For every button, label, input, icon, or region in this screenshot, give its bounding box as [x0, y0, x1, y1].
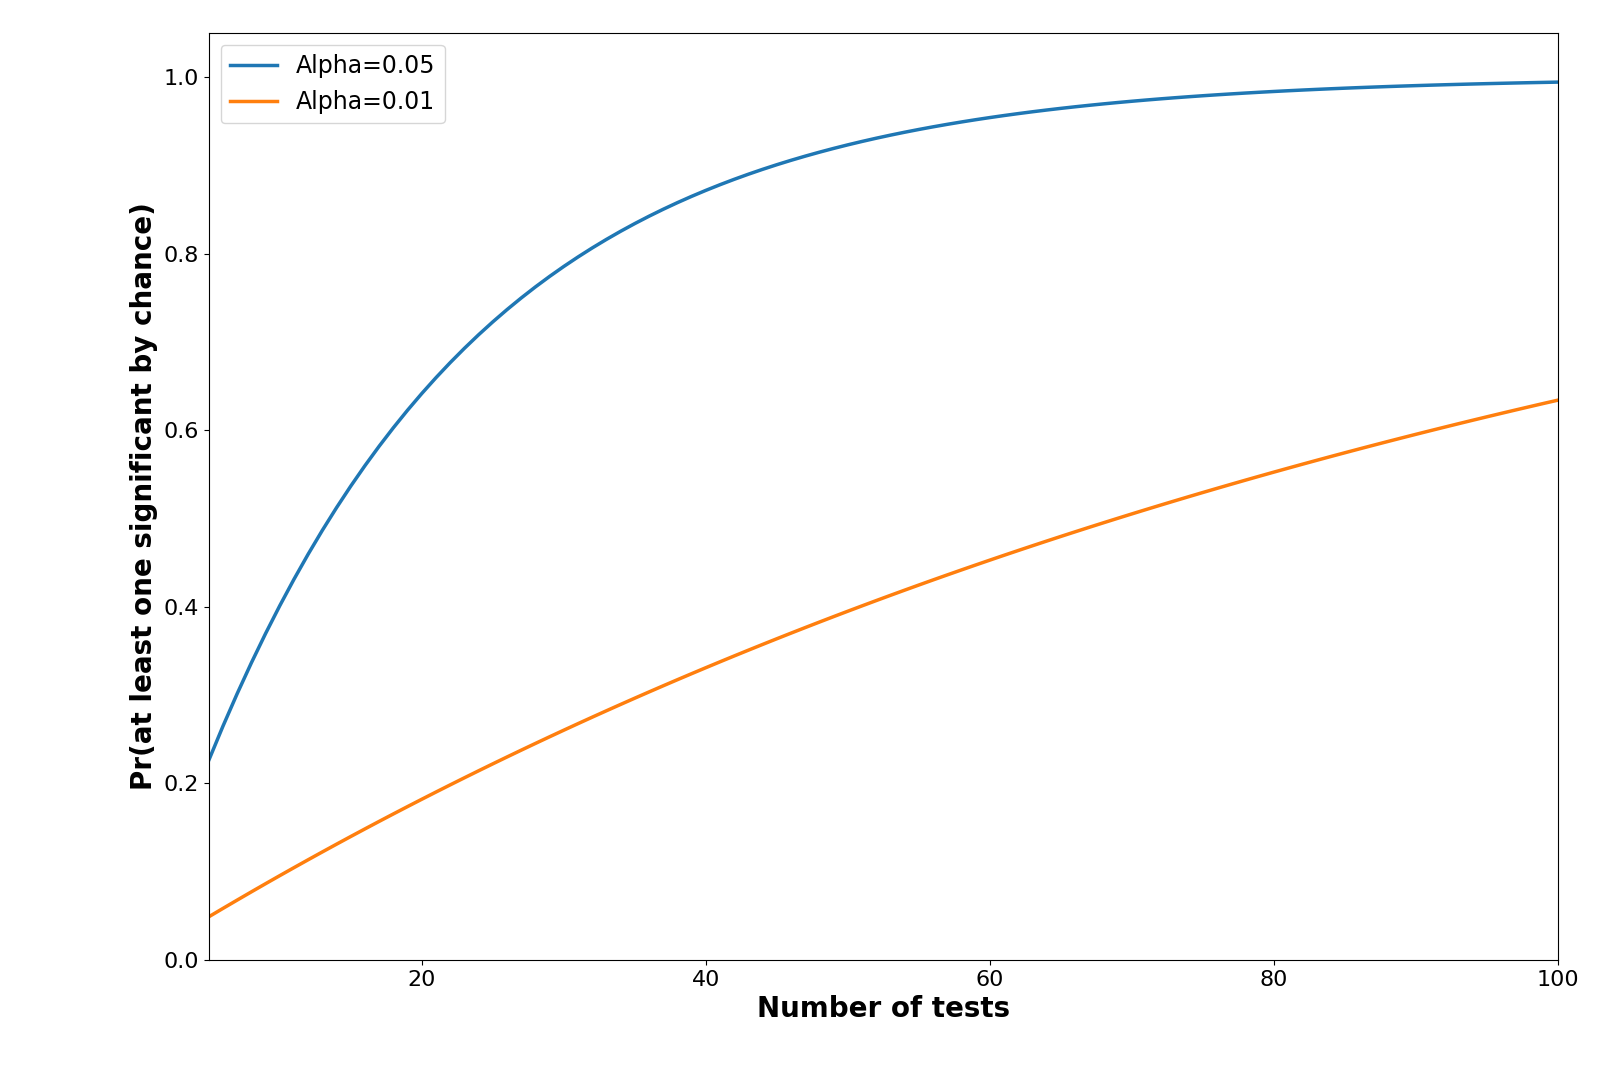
- Alpha=0.05: [867, 132, 886, 145]
- Alpha=0.05: [1477, 77, 1496, 91]
- Alpha=0.01: [469, 765, 488, 778]
- Line: Alpha=0.01: Alpha=0.01: [152, 400, 1557, 951]
- Alpha=0.01: [1433, 421, 1453, 434]
- Line: Alpha=0.05: Alpha=0.05: [152, 82, 1557, 916]
- Alpha=0.05: [412, 387, 432, 400]
- Alpha=0.05: [1433, 79, 1453, 92]
- Alpha=0.05: [979, 111, 998, 124]
- Y-axis label: Pr(at least one significant by chance): Pr(at least one significant by chance): [130, 203, 157, 790]
- Legend: Alpha=0.05, Alpha=0.01: Alpha=0.05, Alpha=0.01: [220, 45, 445, 123]
- Alpha=0.01: [1547, 394, 1566, 407]
- Alpha=0.01: [979, 553, 998, 566]
- Alpha=0.05: [469, 328, 488, 341]
- Alpha=0.05: [1547, 75, 1566, 88]
- Alpha=0.01: [412, 793, 432, 806]
- Alpha=0.01: [143, 945, 162, 958]
- Alpha=0.01: [1477, 410, 1496, 423]
- Alpha=0.05: [143, 910, 162, 923]
- Alpha=0.01: [867, 594, 886, 607]
- X-axis label: Number of tests: Number of tests: [756, 995, 1010, 1023]
